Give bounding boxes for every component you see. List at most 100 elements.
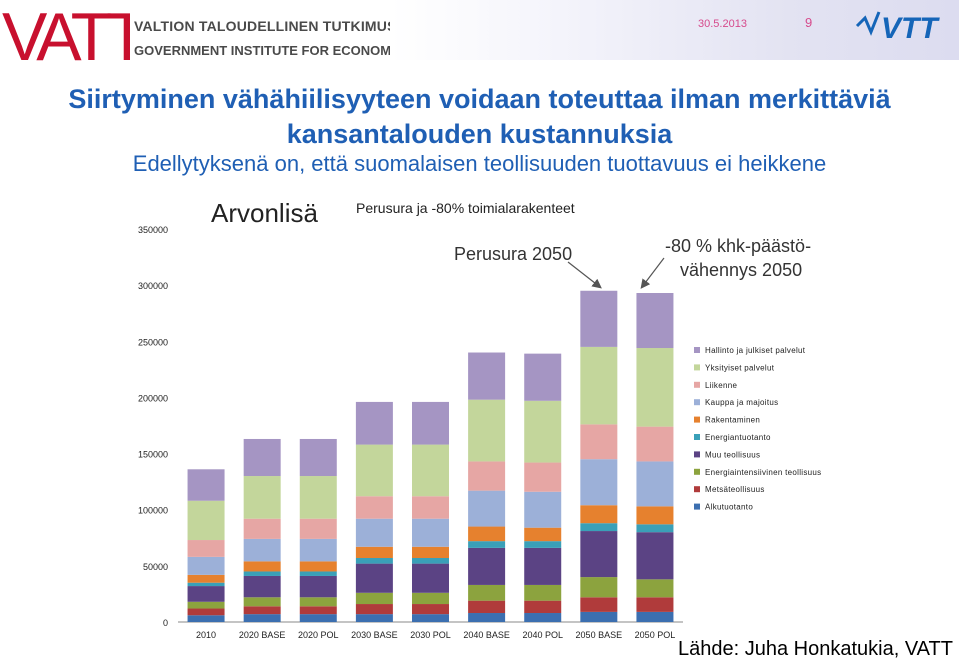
- bar-segment: [355, 592, 393, 605]
- bar-segment: [524, 353, 562, 401]
- bar-segment: [636, 579, 674, 598]
- bar-segment: [468, 352, 506, 400]
- bar-segment: [243, 571, 281, 576]
- vtt-logo: VTT: [855, 11, 940, 44]
- bar-segment: [355, 557, 393, 564]
- slide-subtitle: Edellytyksenä on, että suomalaisen teoll…: [132, 151, 827, 176]
- bar-segment: [468, 600, 506, 614]
- bar-segment: [636, 532, 674, 580]
- bar-segment: [580, 346, 618, 425]
- bar-segment: [187, 615, 225, 622]
- bar-segment: [580, 290, 618, 347]
- legend-label: Hallinto ja julkiset palvelut: [705, 346, 806, 355]
- bar-segment: [299, 606, 337, 615]
- legend-label: Energiantuotanto: [705, 433, 771, 442]
- bar-segment: [243, 518, 281, 539]
- bar-segment: [299, 571, 337, 576]
- bar-segment: [468, 613, 506, 622]
- legend-swatch: [694, 347, 700, 353]
- bar-segment: [187, 574, 225, 583]
- bar-segment: [243, 614, 281, 622]
- bar-segment: [412, 496, 449, 519]
- bar-segment: [524, 462, 562, 492]
- legend-swatch: [694, 364, 700, 371]
- bar-segment: [636, 611, 674, 622]
- bar-segment: [580, 611, 618, 622]
- bar-segment: [355, 444, 393, 497]
- bar-segment: [412, 604, 449, 615]
- bar-segment: [524, 613, 562, 622]
- arrow-policy: [640, 257, 665, 289]
- bar-segment: [355, 563, 393, 593]
- bar-segment: [468, 399, 506, 462]
- arrow-baseline: [567, 261, 602, 289]
- bar-segment: [299, 561, 337, 572]
- bar-segment: [524, 527, 562, 542]
- y-tick-label: 100000: [138, 506, 168, 516]
- bar-segment: [299, 597, 337, 607]
- bar-segment: [243, 476, 281, 519]
- bar-segment: [524, 541, 562, 548]
- bar-segment: [468, 541, 506, 548]
- vatt-logo: VATT: [2, 4, 130, 62]
- slide-date: 30.5.2013: [698, 18, 747, 30]
- bar-segment: [636, 461, 674, 507]
- bar-segment: [636, 597, 674, 612]
- chart-legend: Hallinto ja julkiset palvelut Yksityiset …: [694, 346, 821, 512]
- x-tick-label: 2040 BASE: [463, 630, 510, 640]
- bar-segment: [355, 546, 393, 558]
- source-note: Lähde: Juha Honkatukia, VATT: [678, 638, 953, 660]
- bar-segment: [412, 563, 449, 593]
- bar-segment: [243, 438, 281, 477]
- bar-segment: [468, 461, 506, 491]
- bar-segment: [412, 401, 449, 445]
- bar-segment: [187, 586, 225, 602]
- bar-segment: [187, 556, 225, 575]
- header-band: [390, 0, 959, 60]
- x-tick-label: 2010: [196, 630, 216, 640]
- x-tick-label: 2040 POL: [522, 630, 563, 640]
- y-tick-label: 150000: [138, 450, 168, 460]
- bar-segment: [299, 575, 337, 598]
- bar-segment: [243, 597, 281, 607]
- org-name-finnish: VALTION TALOUDELLINEN TUTKIMUSKESKUS: [134, 18, 457, 34]
- bar-segment: [299, 518, 337, 539]
- y-tick-label: 200000: [138, 393, 168, 403]
- bar-segment: [636, 524, 674, 533]
- legend-swatch: [694, 416, 700, 423]
- bar-segment: [243, 561, 281, 572]
- bar-segment: [468, 584, 506, 601]
- bar-segment: [524, 400, 562, 463]
- bar-segment: [580, 459, 618, 506]
- bar-segment: [524, 547, 562, 585]
- bar-segment: [636, 506, 674, 525]
- legend-swatch: [694, 503, 700, 510]
- bar-segment: [355, 518, 393, 547]
- y-tick-label: 50000: [143, 562, 168, 572]
- legend-label: Rakentaminen: [705, 416, 760, 425]
- bar-segment: [412, 592, 449, 605]
- bar-segment: [299, 614, 337, 622]
- bar-segment: [187, 540, 225, 557]
- annotation-baseline: Perusura 2050: [454, 244, 572, 264]
- y-tick-label: 300000: [138, 281, 168, 291]
- y-tick-label: 250000: [138, 337, 168, 347]
- bar-segment: [187, 469, 225, 501]
- bar-segment: [355, 614, 393, 622]
- legend-label: Metsäteollisuus: [705, 485, 765, 494]
- bar-segment: [580, 424, 618, 460]
- bar-segment: [636, 293, 674, 349]
- bar-segment: [355, 604, 393, 615]
- legend-label: Kauppa ja majoitus: [705, 398, 778, 407]
- bar-segment: [412, 557, 449, 564]
- x-tick-label: 2030 POL: [410, 630, 451, 640]
- bar-segment: [580, 531, 618, 578]
- legend-label: Energiaintensiivinen teollisuus: [705, 468, 821, 477]
- plot-area: 0 50000 100000 150000 200000 250000 300000 3500…: [138, 225, 683, 640]
- bar-segment: [355, 496, 393, 519]
- x-tick-label: 2030 BASE: [351, 630, 398, 640]
- bar-segment: [524, 584, 562, 601]
- x-tick-label: 2020 POL: [298, 630, 339, 640]
- bar-segment: [187, 500, 225, 541]
- legend-swatch: [694, 434, 700, 440]
